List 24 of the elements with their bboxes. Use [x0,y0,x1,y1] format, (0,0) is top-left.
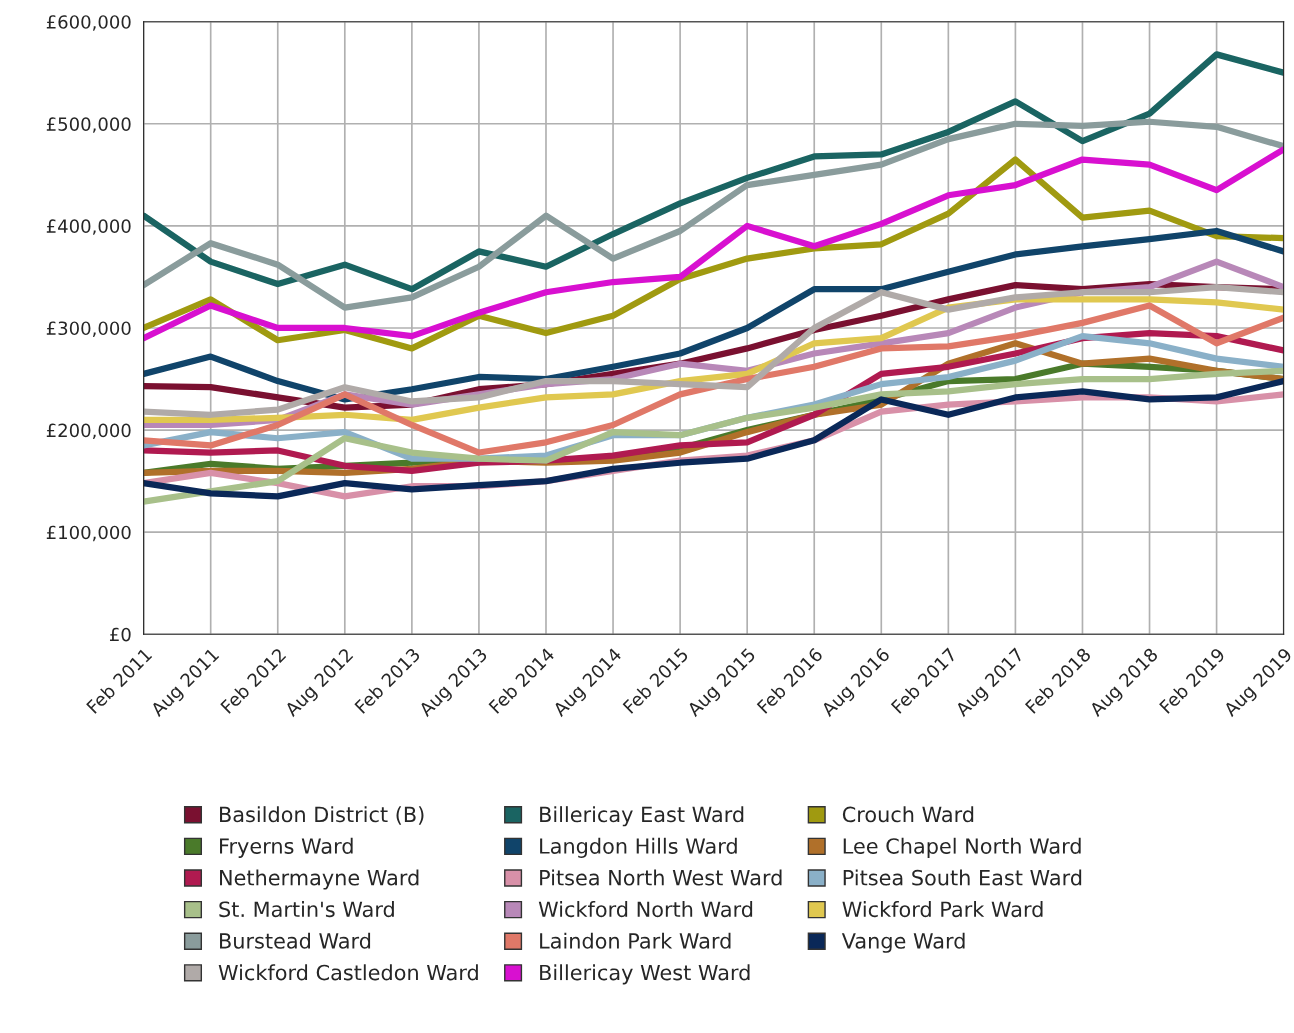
y-tick-label: £600,000 [46,15,131,31]
legend-label: Fryerns Ward [220,837,353,858]
legend-label: St. Martin's Ward [219,901,394,918]
legend-label: Vange Ward [841,932,965,953]
legend-label: Nethermayne Ward [220,869,419,890]
legend-label: Crouch Ward [842,806,974,823]
y-tick-label: £400,000 [46,219,131,235]
legend-label: Pitsea North West Ward [540,869,782,886]
y-tick-label: £200,000 [46,423,131,440]
legend-label: Wickford Park Ward [842,901,1043,918]
y-tick-label: £0 [109,627,131,642]
y-tick-label: £500,000 [46,117,131,133]
legend-label: Basildon District (B) [220,806,424,825]
y-tick-label: £100,000 [46,525,131,542]
legend-label: Wickford North Ward [538,901,753,918]
y-tick-label: £300,000 [46,321,131,337]
legend-label: Pitsea South East Ward [843,869,1082,886]
legend-label: Langdon Hills Ward [540,837,737,858]
legend-label: Laindon Park Ward [540,932,731,949]
legend-label: Lee Chapel North Ward [843,837,1081,858]
legend-label: Billericay East Ward [540,806,744,827]
legend-label: Burstead Ward [220,932,371,949]
legend-label: Billericay West Ward [540,964,750,985]
legend-label: Wickford Castledon Ward [218,964,478,981]
